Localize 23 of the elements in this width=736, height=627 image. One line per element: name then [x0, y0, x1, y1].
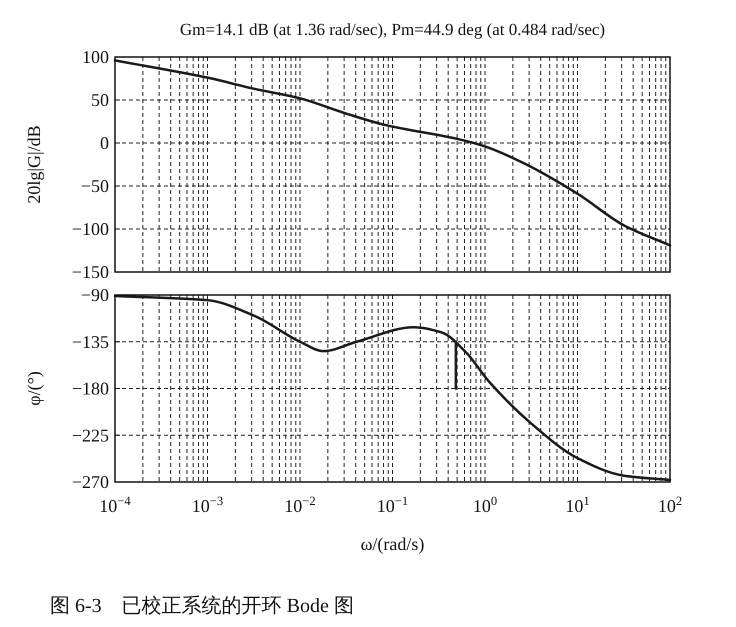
- x-tick-label: 10$^{0}$: [472, 494, 498, 516]
- y-tick-label: −180: [72, 378, 109, 398]
- y-tick-label: 0: [100, 133, 109, 153]
- y-tick-label: −270: [72, 472, 109, 492]
- x-axis-title: ω/(rad/s): [360, 534, 424, 554]
- y-tick-label: −90: [80, 285, 109, 305]
- y-axis-title: φ/(°): [24, 371, 44, 406]
- y-axis-title: 20lg|G|/dB: [24, 125, 44, 204]
- x-tick-label: 10$^{1}$: [565, 494, 590, 516]
- y-tick-label: −135: [72, 332, 109, 352]
- y-tick-label: −50: [80, 176, 109, 196]
- chart-title: Gm=14.1 dB (at 1.36 rad/sec), Pm=44.9 deg (at 0.484 rad/sec): [180, 20, 606, 39]
- y-tick-label: −100: [72, 219, 109, 239]
- y-tick-label: −150: [72, 262, 109, 282]
- x-tick-label: 10$^{−4}$: [99, 494, 132, 516]
- x-tick-label: 10$^{−3}$: [192, 494, 224, 516]
- x-tick-label: 10$^{−1}$: [376, 494, 408, 516]
- y-tick-label: 100: [82, 47, 109, 67]
- y-tick-label: 50: [91, 90, 109, 110]
- x-tick-label: 10$^{−2}$: [284, 494, 316, 516]
- caption: 图 6-3 已校正系统的开环 Bode 图: [50, 595, 354, 617]
- y-tick-label: −225: [72, 425, 109, 446]
- x-tick-label: 10$^{2}$: [658, 494, 682, 516]
